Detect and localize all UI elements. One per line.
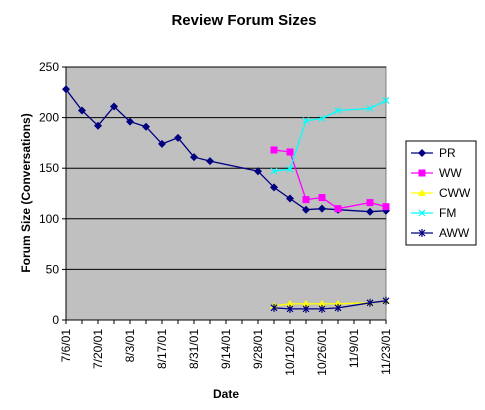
data-point [286, 165, 294, 173]
x-tick-label: 9/28/01 [251, 329, 265, 369]
y-tick-label: 150 [39, 161, 59, 175]
y-tick-label: 200 [39, 111, 59, 125]
data-point [62, 85, 70, 94]
data-point [334, 303, 342, 312]
chart-title: Review Forum Sizes [171, 12, 316, 29]
x-tick-labels: 7/6/01 7/20/01 8/3/01 8/17/01 8/31/01 9/14/01… [59, 329, 393, 376]
data-point [302, 117, 310, 125]
data-point [418, 189, 426, 196]
data-point [318, 204, 326, 213]
x-tick-label: 8/17/01 [155, 329, 169, 369]
legend-label: CWW [439, 186, 471, 200]
data-point [206, 157, 214, 166]
data-point [366, 298, 374, 307]
data-point [78, 106, 86, 115]
data-point [318, 115, 326, 123]
y-tick-label: 250 [39, 60, 59, 74]
data-point [302, 299, 310, 307]
data-point [366, 207, 374, 216]
x-tick-label: 11/23/01 [379, 329, 393, 375]
legend: PR WW CWW FM AWW [405, 140, 477, 246]
data-point [94, 121, 102, 130]
x-tick-label: 8/31/01 [187, 329, 201, 369]
data-point [142, 122, 150, 131]
data-point [366, 105, 374, 112]
y-tick-label: 100 [39, 212, 59, 226]
axes [62, 66, 387, 324]
data-point [382, 96, 390, 104]
data-point [270, 167, 278, 175]
data-point [286, 304, 294, 313]
data-point [382, 203, 390, 211]
x-tick-label: 11/9/01 [347, 329, 361, 368]
data-point [302, 196, 310, 204]
legend-label: WW [439, 166, 462, 180]
data-point [190, 153, 198, 162]
data-point [418, 229, 426, 237]
y-tick-label: 0 [52, 313, 59, 327]
series-layer [62, 85, 390, 313]
legend-item: PR [411, 146, 456, 160]
data-point [318, 304, 326, 313]
data-point [318, 194, 326, 202]
y-tick-labels: 0 50 100 150 200 250 [39, 60, 59, 327]
data-point [366, 199, 374, 207]
x-tick-label: 10/12/01 [283, 329, 297, 376]
data-point [382, 296, 390, 305]
data-point [286, 194, 294, 203]
legend-label: AWW [439, 226, 470, 240]
x-tick-label: 9/14/01 [219, 329, 233, 369]
legend-item: FM [411, 206, 456, 220]
data-point [334, 205, 342, 213]
x-tick-label: 7/20/01 [91, 329, 105, 369]
legend-item: WW [411, 166, 462, 180]
data-point [158, 139, 166, 148]
data-point [270, 146, 278, 154]
y-tick-label: 50 [46, 262, 60, 276]
series-aww [270, 296, 390, 313]
x-tick-label: 7/6/01 [59, 329, 73, 363]
data-point [270, 183, 278, 192]
data-point [286, 299, 294, 307]
data-point [270, 303, 278, 312]
data-point [174, 133, 182, 142]
series-fm [270, 96, 390, 175]
legend-label: FM [439, 206, 456, 220]
legend-item: AWW [411, 226, 470, 240]
series-ww [270, 146, 390, 213]
data-point [254, 167, 262, 176]
data-point [110, 102, 118, 111]
legend-item: CWW [411, 186, 471, 200]
x-axis-title: Date [213, 387, 239, 401]
data-point [286, 148, 294, 156]
x-tick-label: 10/26/01 [315, 329, 329, 376]
plot-area [65, 66, 387, 321]
data-point [418, 149, 426, 157]
data-point [302, 304, 310, 313]
y-axis-title: Forum Size (Conversations) [19, 113, 33, 272]
data-point [418, 209, 426, 217]
x-tick-label: 8/3/01 [123, 329, 137, 363]
legend-label: PR [439, 146, 456, 160]
data-point [334, 107, 342, 114]
data-point [126, 117, 134, 126]
data-point [318, 299, 326, 307]
data-point [302, 205, 310, 214]
gridlines [66, 66, 386, 270]
data-point [418, 169, 426, 177]
